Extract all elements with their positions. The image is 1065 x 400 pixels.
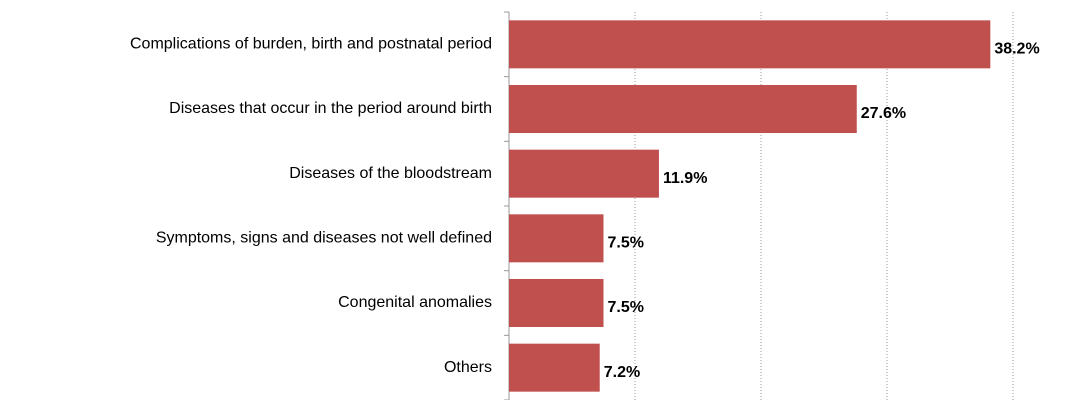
bar <box>509 214 604 263</box>
value-label: 38.2% <box>994 41 1039 58</box>
value-label: 27.6% <box>861 105 906 122</box>
y-tick-label: Others <box>444 359 492 376</box>
y-tick-label: Diseases that occur in the period around… <box>169 100 492 117</box>
y-tick-label: Congenital anomalies <box>338 294 492 311</box>
value-label: 11.9% <box>663 170 707 187</box>
bar <box>509 279 604 327</box>
value-label: 7.2% <box>604 364 640 381</box>
y-tick-label: Diseases of the bloodstream <box>289 165 492 182</box>
bar <box>509 343 600 392</box>
bar <box>509 20 991 69</box>
y-tick-label: Symptoms, signs and diseases not well de… <box>156 230 492 247</box>
value-label: 7.5% <box>608 299 644 316</box>
value-label: 7.5% <box>608 235 644 252</box>
y-tick-label: Complications of burden, birth and postn… <box>130 36 492 53</box>
bar <box>509 149 659 198</box>
bar <box>509 85 857 133</box>
